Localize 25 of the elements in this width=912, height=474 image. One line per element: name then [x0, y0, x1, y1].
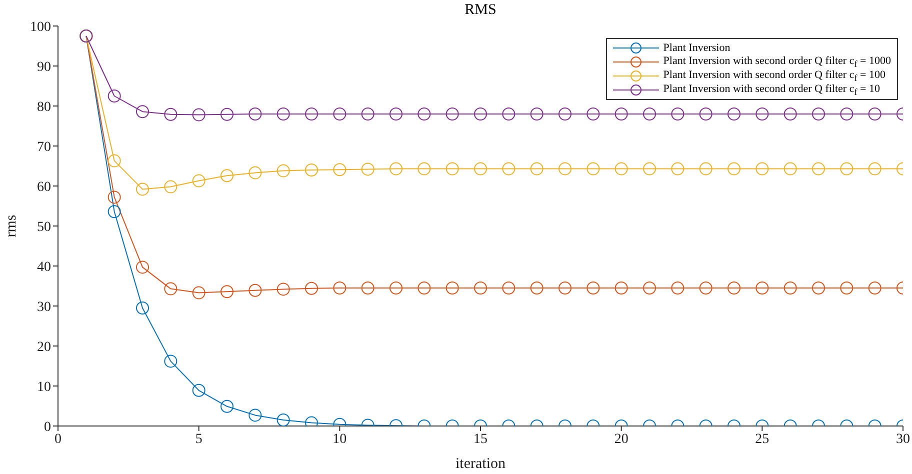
y-tick-label: 60 — [37, 180, 51, 195]
x-tick-label: 25 — [755, 432, 770, 447]
y-axis-title: rms — [3, 214, 20, 238]
legend-label: Plant Inversion with second order Q filter c$_{f}$ = 10 — [663, 82, 880, 98]
x-tick-label: 10 — [332, 432, 347, 447]
y-tick-label: 80 — [37, 100, 51, 115]
y-tick-label: 10 — [37, 380, 51, 395]
x-tick-label: 20 — [614, 432, 628, 447]
y-tick-label: 40 — [37, 260, 51, 275]
legend-label: Plant Inversion — [663, 42, 730, 54]
y-tick-label: 100 — [30, 20, 51, 35]
x-tick-label: 0 — [54, 432, 62, 447]
y-tick-label: 50 — [37, 220, 51, 235]
legend-label: Plant Inversion with second order Q filter c$_{f}$ = 100 — [663, 68, 886, 84]
y-tick-label: 90 — [37, 60, 51, 75]
legend-label: Plant Inversion with second order Q filter c$_{f}$ = 1000 — [663, 54, 891, 70]
y-tick-label: 20 — [37, 340, 51, 355]
y-tick-label: 0 — [44, 420, 51, 435]
x-tick-label: 15 — [474, 432, 488, 447]
y-tick-label: 30 — [37, 300, 51, 315]
y-tick-label: 70 — [37, 140, 51, 155]
x-tick-label: 5 — [195, 432, 202, 447]
x-tick-label: 30 — [896, 432, 910, 447]
chart-title: RMS — [464, 2, 498, 19]
x-axis-title: iteration — [456, 456, 506, 472]
